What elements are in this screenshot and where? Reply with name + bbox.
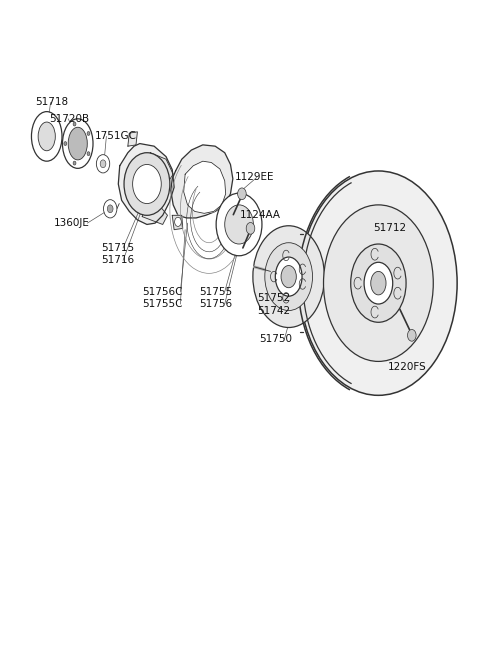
Polygon shape	[142, 204, 168, 225]
Text: 1129EE: 1129EE	[235, 172, 275, 183]
Circle shape	[73, 122, 76, 126]
Ellipse shape	[324, 205, 433, 362]
Text: 51742: 51742	[257, 305, 290, 316]
Text: 1751GC: 1751GC	[95, 132, 136, 141]
Polygon shape	[172, 215, 183, 230]
Ellipse shape	[124, 153, 170, 215]
Text: 51756C: 51756C	[142, 287, 183, 297]
Circle shape	[408, 329, 416, 341]
Text: 51755C: 51755C	[142, 299, 183, 309]
Text: 51750: 51750	[259, 334, 292, 345]
Circle shape	[73, 161, 76, 165]
Circle shape	[96, 155, 110, 173]
Text: 51756: 51756	[199, 299, 233, 309]
Text: 51716: 51716	[102, 255, 135, 265]
Ellipse shape	[276, 257, 302, 296]
Ellipse shape	[364, 262, 393, 304]
Text: 1360JE: 1360JE	[54, 218, 90, 228]
Circle shape	[238, 188, 246, 200]
Ellipse shape	[216, 193, 262, 255]
Circle shape	[87, 152, 90, 156]
Text: 51718: 51718	[35, 98, 68, 107]
Ellipse shape	[351, 244, 406, 322]
Ellipse shape	[225, 205, 253, 244]
Text: 51755: 51755	[199, 287, 233, 297]
Text: 51752: 51752	[257, 293, 290, 303]
Text: 1220FS: 1220FS	[388, 362, 427, 371]
Ellipse shape	[300, 171, 457, 396]
Circle shape	[108, 205, 113, 213]
Text: 51712: 51712	[373, 223, 407, 233]
Ellipse shape	[38, 122, 55, 151]
Circle shape	[246, 223, 255, 234]
Ellipse shape	[371, 271, 386, 295]
Ellipse shape	[62, 119, 93, 168]
Circle shape	[64, 141, 67, 145]
Text: 51720B: 51720B	[49, 114, 89, 124]
Circle shape	[100, 160, 106, 168]
Text: 51715: 51715	[102, 243, 135, 253]
Polygon shape	[128, 132, 137, 146]
Ellipse shape	[132, 164, 161, 204]
Polygon shape	[184, 161, 226, 214]
Circle shape	[87, 132, 90, 136]
Polygon shape	[118, 143, 174, 225]
Ellipse shape	[253, 226, 324, 328]
Ellipse shape	[68, 127, 87, 160]
Ellipse shape	[32, 111, 62, 161]
Circle shape	[175, 217, 181, 227]
Circle shape	[104, 200, 117, 218]
Ellipse shape	[265, 243, 312, 310]
Ellipse shape	[281, 265, 296, 288]
Polygon shape	[171, 145, 233, 218]
Polygon shape	[150, 153, 173, 183]
Text: 1124AA: 1124AA	[240, 210, 281, 220]
